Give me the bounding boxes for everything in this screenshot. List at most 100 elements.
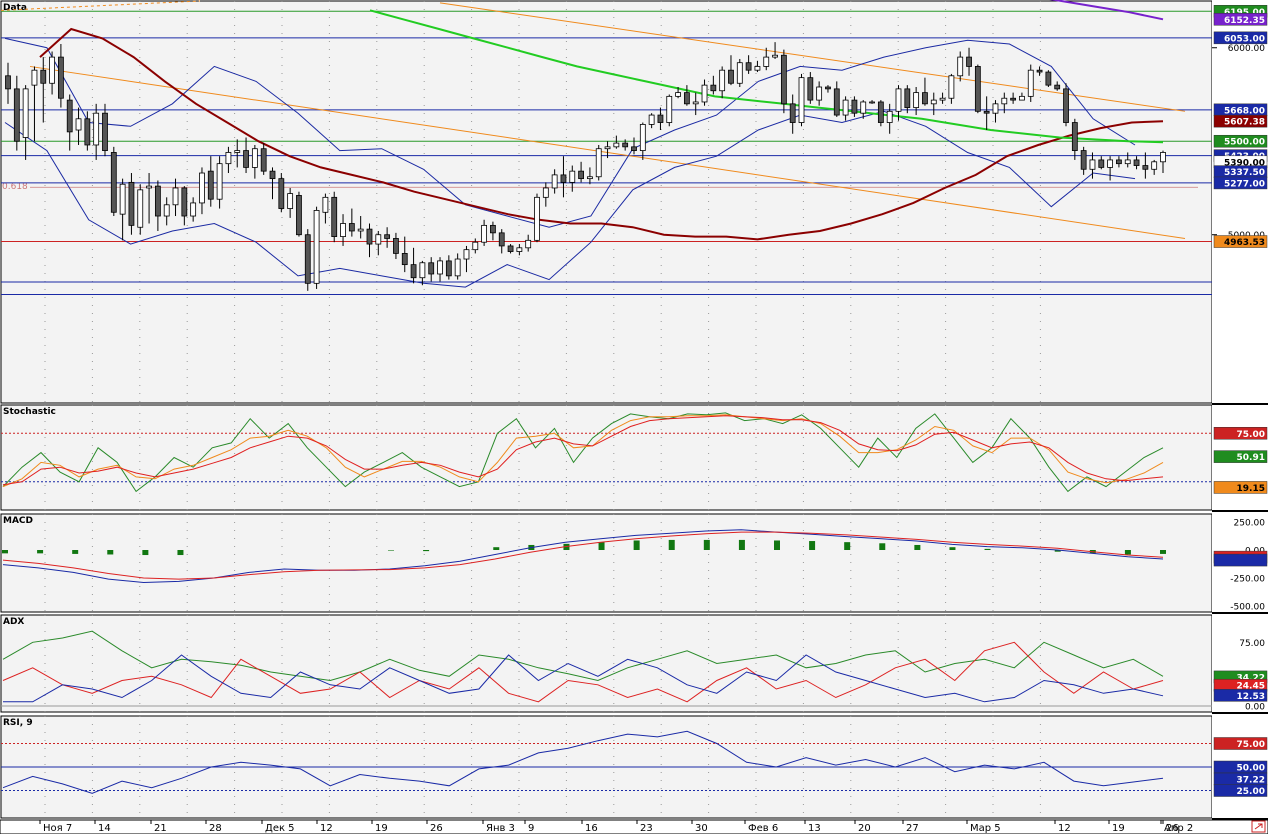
candle [322, 193, 329, 224]
candle-body [833, 88, 840, 116]
value-tag-label: 5277.00 [1224, 179, 1265, 189]
panel-1 [0, 404, 1213, 511]
candle-body [551, 174, 558, 189]
y-tick-label: -500.00 [1230, 603, 1265, 613]
value-tag-label: 34.22 [1237, 673, 1265, 683]
stochastic-line-2 [2, 415, 1164, 486]
candle-body [1116, 159, 1122, 165]
candle-body [1027, 69, 1034, 97]
candle-body [31, 69, 38, 86]
candle [710, 75, 717, 95]
candle [102, 103, 108, 157]
candle-body [1045, 71, 1052, 86]
value-tag-label: 19.15 [1237, 484, 1265, 494]
macd-hist-bar [2, 550, 8, 554]
candle [833, 81, 840, 117]
candle-body [1080, 150, 1087, 170]
macd-hist-bar [984, 548, 991, 550]
sma-green [369, 9, 1164, 144]
x-tick-label: 26 [1166, 823, 1179, 834]
candle-body [825, 86, 831, 90]
candle-body [631, 146, 637, 151]
candle [401, 236, 408, 273]
signal-line [2, 531, 1164, 580]
candle [631, 137, 637, 155]
candle-body [357, 228, 364, 232]
candle-body [507, 245, 514, 252]
candle-body [207, 170, 214, 200]
candle [507, 244, 514, 254]
candle [595, 144, 602, 181]
candle [816, 81, 823, 106]
macd-hist-bar [738, 539, 745, 550]
candle-body [966, 56, 972, 67]
expand-icon[interactable] [1251, 820, 1266, 833]
x-tick-label: 14 [98, 823, 111, 834]
macd-hist-bar [809, 541, 816, 550]
candle-body [260, 148, 267, 172]
candle-body [75, 118, 82, 131]
candle-body [313, 210, 320, 284]
value-tag: 50.91 [1213, 450, 1268, 463]
candle-body [304, 234, 311, 284]
value-tag: 75.00 [1213, 737, 1268, 750]
candle [304, 229, 311, 291]
value-tag-label: 6053.00 [1224, 34, 1265, 44]
candle [454, 253, 461, 280]
candle [939, 92, 946, 104]
x-tick-label: 19 [1112, 823, 1125, 834]
candle [22, 85, 29, 160]
candle [110, 146, 117, 217]
candle [683, 85, 690, 106]
x-tick-label: 21 [154, 823, 167, 834]
value-tag-box [1213, 481, 1268, 494]
value-tag-label: 5337.50 [1224, 168, 1265, 178]
candle-body [181, 187, 188, 217]
candle-body [410, 264, 417, 279]
candle-body [1142, 165, 1149, 170]
candle [154, 180, 161, 231]
candle-body [322, 196, 329, 213]
candle-body [119, 183, 126, 215]
value-tag: 12.53 [1213, 689, 1268, 702]
candle-body [172, 187, 179, 206]
candle-body [692, 101, 699, 105]
value-tag-box [1213, 553, 1268, 567]
candle-body [710, 84, 717, 92]
x-tick-label: Дек 5 [265, 823, 295, 834]
expand-icon-arrow[interactable] [1254, 823, 1263, 830]
candle-body [860, 101, 867, 114]
candle-body [683, 92, 690, 105]
candle [340, 214, 346, 246]
candle [146, 173, 152, 224]
macd-hist-bar [37, 550, 44, 554]
candle-body [419, 262, 426, 279]
x-tick-label: Янв 3 [486, 823, 515, 834]
macd-line [2, 529, 1164, 584]
value-tag-box [1213, 13, 1268, 26]
candle [75, 107, 82, 145]
panel-title: Stochastic [3, 407, 56, 417]
y-tick-label: -250.00 [1230, 575, 1265, 585]
x-tick-label: 12 [320, 823, 333, 834]
candle [234, 139, 241, 168]
candle-body [869, 101, 875, 104]
candle [472, 238, 479, 254]
value-tag-box [1213, 235, 1268, 248]
value-tag-label: 50.91 [1237, 453, 1265, 463]
value-tag-box [1213, 784, 1268, 797]
candle-body [745, 62, 752, 71]
candle-body [948, 75, 955, 99]
candle-body [146, 185, 152, 189]
candle-body [877, 101, 884, 123]
value-tag: 5607.38 [1213, 114, 1268, 128]
candle-body [498, 232, 505, 247]
macd-hist-bar [388, 550, 394, 551]
candle [560, 156, 567, 198]
candle [842, 96, 849, 121]
candle [719, 66, 726, 99]
candle [569, 165, 576, 192]
candle [675, 87, 681, 99]
candle [40, 57, 47, 123]
